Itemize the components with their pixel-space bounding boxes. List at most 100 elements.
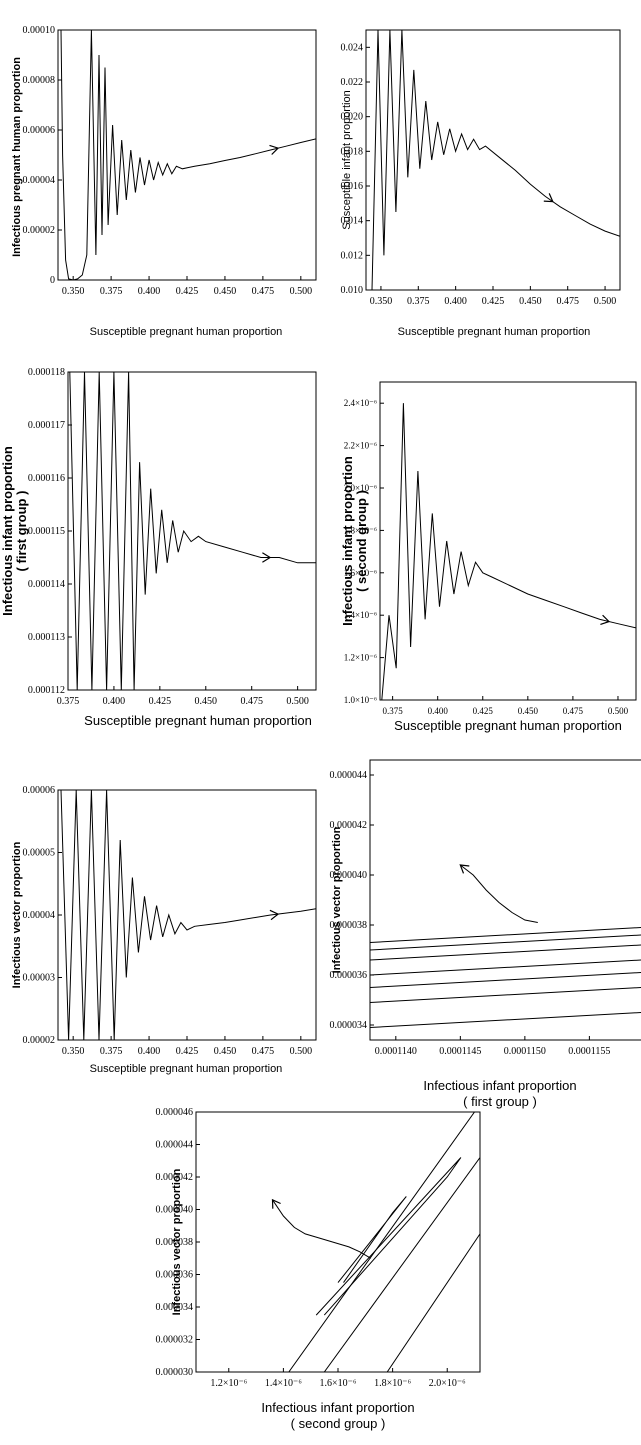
y-tick-label: 1.4×10⁻⁶ <box>344 610 377 620</box>
x-tick-label: 0.0001150 <box>504 1046 546 1057</box>
y-tick-label: 2.2×10⁻⁶ <box>344 441 377 451</box>
x-tick-label: 1.2×10⁻⁶ <box>210 1378 247 1389</box>
y-tick-label: 0.00002 <box>23 1035 56 1046</box>
series-line-1 <box>60 30 316 280</box>
x-tick-label: 0.425 <box>473 706 494 716</box>
y-tick-label: 0.00003 <box>23 973 56 984</box>
y-tick-label: 1.8×10⁻⁶ <box>344 525 377 535</box>
x-tick-label: 0.450 <box>519 296 542 307</box>
y-tick-label: 0.000030 <box>156 1367 194 1378</box>
y-tick-label: 0.000114 <box>28 579 65 590</box>
direction-arrow <box>262 552 272 563</box>
series-group <box>69 372 316 690</box>
chart-panel-4: 1.0×10⁻⁶ 1.2×10⁻⁶ 1.4×10⁻⁶ 1.6×10⁻⁶ 1.8×10⁻⁶… <box>340 381 637 733</box>
x-tick-label: 0.0001155 <box>568 1046 610 1057</box>
plot-frame <box>379 381 637 701</box>
y-tick-label: 0.000117 <box>28 420 65 431</box>
y-tick-label: 0.000036 <box>156 1270 194 1281</box>
series-line-1 <box>381 403 636 700</box>
x-tick-label: 0.400 <box>103 696 126 707</box>
series-group <box>371 30 620 290</box>
x-tick-label: 0.350 <box>370 296 393 307</box>
x-axis-label: ( first group ) <box>463 1094 537 1109</box>
x-tick-label: 0.450 <box>195 696 218 707</box>
direction-arrow <box>459 864 470 874</box>
chart-panel-5: 0.00002 0.00003 0.00004 0.00005 0.00006 0.350… <box>11 785 317 1075</box>
chart-panel-7: 0.000030 0.000032 0.000034 0.000036 0.000038… <box>156 1107 481 1431</box>
y-tick-label: 0.024 <box>341 42 364 53</box>
y-tick-label: 1.6×10⁻⁶ <box>344 568 377 578</box>
x-tick-label: 0.500 <box>608 706 629 716</box>
y-tick-label: 0.000040 <box>156 1205 194 1216</box>
x-tick-label: 0.350 <box>62 1046 85 1057</box>
series-line-1 <box>371 30 620 290</box>
chart-panel-1: 0 0.00002 0.00004 0.00006 0.00008 0.00010 0.35… <box>11 25 317 338</box>
y-axis-label: Infectious infant proportion <box>0 446 15 616</box>
x-tick-label: 0.500 <box>290 286 313 297</box>
x-tick-label: 0.450 <box>214 286 237 297</box>
plot-frame <box>369 759 641 1041</box>
y-axis-label: Infectious vector proportion <box>171 1168 183 1315</box>
plot-frame <box>57 29 317 281</box>
x-tick-label: 0.475 <box>252 1046 275 1057</box>
series-line-1 <box>288 1112 475 1372</box>
x-tick-label: 0.425 <box>176 1046 199 1057</box>
series-line-1 <box>60 790 316 1040</box>
direction-arrow <box>271 1198 281 1209</box>
x-tick-label: 0.425 <box>482 296 505 307</box>
x-tick-label: 0.375 <box>57 696 80 707</box>
x-tick-label: 0.475 <box>556 296 579 307</box>
x-axis-label: Susceptible pregnant human proportion <box>84 713 312 728</box>
direction-arrow <box>600 614 611 625</box>
x-axis-label: Susceptible pregnant human proportion <box>398 326 591 338</box>
series-group <box>272 1112 480 1372</box>
series-line-6 <box>272 1199 372 1259</box>
x-tick-label: 0.400 <box>428 706 449 716</box>
y-tick-label: 0.000036 <box>330 970 368 981</box>
x-tick-label: 0.400 <box>138 1046 161 1057</box>
y-tick-label: 0.000042 <box>330 820 368 831</box>
series-line-6 <box>370 934 641 951</box>
series-line-7 <box>370 927 641 943</box>
y-tick-label: 0.000034 <box>156 1302 194 1313</box>
direction-arrow <box>543 193 554 203</box>
y-tick-label: 0.000042 <box>156 1172 194 1183</box>
y-tick-label: 0.022 <box>341 77 364 88</box>
series-line-3 <box>386 1233 480 1372</box>
x-tick-label: 0.500 <box>594 296 617 307</box>
y-tick-label: 0.000118 <box>28 367 65 378</box>
series-line-8 <box>459 864 538 923</box>
x-tick-label: 0.0001145 <box>439 1046 481 1057</box>
x-tick-label: 0.475 <box>563 706 584 716</box>
x-tick-label: 0.500 <box>290 1046 313 1057</box>
series-line-2 <box>370 987 641 1003</box>
x-axis-label: Susceptible pregnant human proportion <box>90 1063 283 1075</box>
y-tick-label: 0.000112 <box>28 685 65 696</box>
x-axis-label: Susceptible pregnant human proportion <box>90 326 283 338</box>
y-tick-label: 0.00004 <box>23 175 56 186</box>
series-line-5 <box>337 1196 407 1283</box>
x-tick-label: 0.375 <box>100 286 123 297</box>
y-tick-label: 0.014 <box>341 216 364 227</box>
x-tick-label: 0.475 <box>240 696 263 707</box>
x-tick-label: 0.400 <box>138 286 161 297</box>
x-tick-label: 2.0×10⁻⁶ <box>429 1378 466 1389</box>
y-tick-label: 0.010 <box>341 285 364 296</box>
x-tick-label: 1.8×10⁻⁶ <box>374 1378 411 1389</box>
x-tick-label: 1.6×10⁻⁶ <box>320 1378 357 1389</box>
x-axis-label: Infectious infant proportion <box>261 1400 414 1415</box>
x-tick-label: 0.0001140 <box>375 1046 417 1057</box>
y-tick-label: 0.000038 <box>330 920 368 931</box>
chart-panel-3: 0.000112 0.000113 0.000114 0.000115 0.000116… <box>0 367 317 728</box>
series-group <box>60 790 316 1040</box>
y-tick-label: 0 <box>50 275 55 286</box>
y-axis-label: Infectious vector proportion <box>11 841 23 988</box>
y-tick-label: 0.000044 <box>156 1140 194 1151</box>
plot-frame <box>365 29 621 291</box>
y-axis-label: Infectious pregnant human proportion <box>11 57 23 257</box>
y-tick-label: 0.016 <box>341 181 364 192</box>
series-group <box>370 864 641 1028</box>
y-tick-label: 2.0×10⁻⁶ <box>344 483 377 493</box>
y-tick-label: 0.020 <box>341 112 364 123</box>
